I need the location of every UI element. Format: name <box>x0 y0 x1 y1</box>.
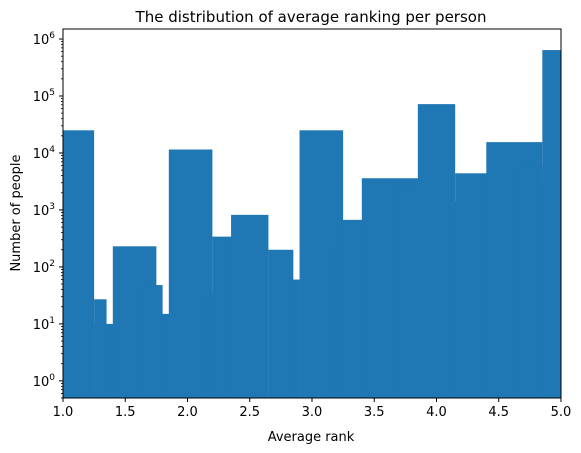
bar <box>94 299 107 398</box>
y-tick-label: 102 <box>33 259 55 276</box>
y-tick-label: 105 <box>33 88 55 105</box>
x-tick-label: 5.0 <box>551 405 572 420</box>
y-axis: 100 101 102 103 104 105 106 <box>33 31 63 399</box>
y-tick-label: 106 <box>33 31 56 48</box>
y-tick-label: 103 <box>33 202 55 219</box>
bar-series <box>63 50 561 398</box>
bar <box>143 285 163 398</box>
bar <box>63 130 95 398</box>
y-tick-label: 101 <box>33 316 55 333</box>
bar <box>168 149 213 398</box>
x-tick-label: 1.5 <box>115 405 136 420</box>
bar <box>268 249 294 398</box>
y-tick-label: 104 <box>33 145 56 162</box>
x-tick-label: 3.5 <box>364 405 385 420</box>
x-axis: 1.0 1.5 2.0 2.5 3.0 3.5 4.0 4.5 5.0 <box>53 398 572 420</box>
x-tick-label: 2.0 <box>177 405 198 420</box>
y-tick-label: 100 <box>33 373 56 390</box>
chart-title: The distribution of average ranking per … <box>135 8 487 26</box>
x-tick-label: 3.0 <box>302 405 323 420</box>
x-axis-label: Average rank <box>268 430 355 445</box>
bar <box>542 50 561 398</box>
x-tick-label: 4.5 <box>488 405 509 420</box>
x-tick-label: 2.5 <box>239 405 260 420</box>
bar <box>231 214 269 398</box>
y-axis-label: Number of people <box>9 154 24 271</box>
x-tick-label: 4.0 <box>426 405 447 420</box>
x-tick-label: 1.0 <box>53 405 74 420</box>
